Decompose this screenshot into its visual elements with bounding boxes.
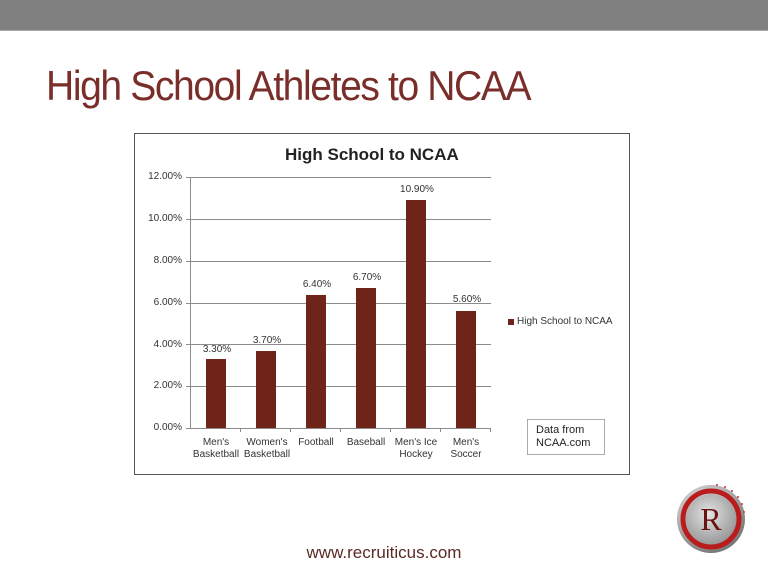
x-tick-mark bbox=[290, 428, 291, 432]
bar-mens-ice-hockey bbox=[406, 200, 426, 428]
slide-title: High School Athletes to NCAA bbox=[46, 62, 532, 109]
legend-label: High School to NCAA bbox=[517, 316, 613, 327]
bar-baseball bbox=[356, 288, 376, 428]
x-tick-mark bbox=[240, 428, 241, 432]
bar-value-label: 3.30% bbox=[202, 344, 232, 355]
bar-mens-basketball bbox=[206, 359, 226, 428]
y-tick-mark bbox=[186, 386, 190, 387]
footer-website-link[interactable]: www.recruiticus.com bbox=[306, 543, 462, 562]
bar-value-label: 3.70% bbox=[252, 335, 282, 346]
x-tick-mark bbox=[440, 428, 441, 432]
y-tick-mark bbox=[186, 219, 190, 220]
bar-value-label: 10.90% bbox=[400, 184, 434, 195]
recruiticus-r-logo-icon: R bbox=[677, 484, 745, 553]
bar-value-label: 6.40% bbox=[302, 279, 332, 290]
gridline bbox=[190, 303, 491, 304]
gridline bbox=[190, 177, 491, 178]
x-tick-mark bbox=[390, 428, 391, 432]
y-tick-label: 6.00% bbox=[153, 297, 182, 308]
y-tick-mark bbox=[186, 261, 190, 262]
gridline bbox=[190, 261, 491, 262]
gridline bbox=[190, 386, 491, 387]
bar-womens-basketball bbox=[256, 351, 276, 428]
top-banner bbox=[0, 0, 768, 31]
legend-swatch-icon bbox=[508, 318, 514, 325]
category-label: Men's Soccer bbox=[450, 437, 482, 460]
y-tick-label: 4.00% bbox=[153, 339, 182, 350]
category-label: Football bbox=[298, 437, 334, 448]
y-tick-label: 10.00% bbox=[148, 213, 182, 224]
category-label: Men's Ice Hockey bbox=[394, 437, 438, 460]
category-label: Women's Basketball bbox=[243, 437, 291, 460]
y-tick-mark bbox=[186, 177, 190, 178]
x-tick-mark bbox=[340, 428, 341, 432]
gridline bbox=[190, 344, 491, 345]
bar-value-label: 6.70% bbox=[352, 272, 382, 283]
category-label: Men's Basketball bbox=[192, 437, 240, 460]
bar-football bbox=[306, 295, 326, 428]
svg-text:R: R bbox=[700, 501, 722, 537]
data-source-note: Data from NCAA.com bbox=[527, 419, 605, 455]
y-tick-mark bbox=[186, 344, 190, 345]
y-tick-label: 0.00% bbox=[153, 422, 182, 433]
bar-value-label: 5.60% bbox=[452, 294, 482, 305]
x-tick-mark bbox=[490, 428, 491, 432]
chart-title: High School to NCAA bbox=[285, 145, 459, 164]
y-axis-line bbox=[190, 177, 191, 429]
y-tick-label: 12.00% bbox=[148, 171, 182, 182]
y-tick-mark bbox=[186, 303, 190, 304]
y-tick-label: 8.00% bbox=[153, 255, 182, 266]
chart-legend: High School to NCAA bbox=[508, 316, 613, 327]
category-label: Baseball bbox=[346, 437, 386, 448]
bar-mens-soccer bbox=[456, 311, 476, 428]
y-tick-mark bbox=[186, 428, 190, 429]
y-tick-label: 2.00% bbox=[153, 380, 182, 391]
gridline bbox=[190, 219, 491, 220]
